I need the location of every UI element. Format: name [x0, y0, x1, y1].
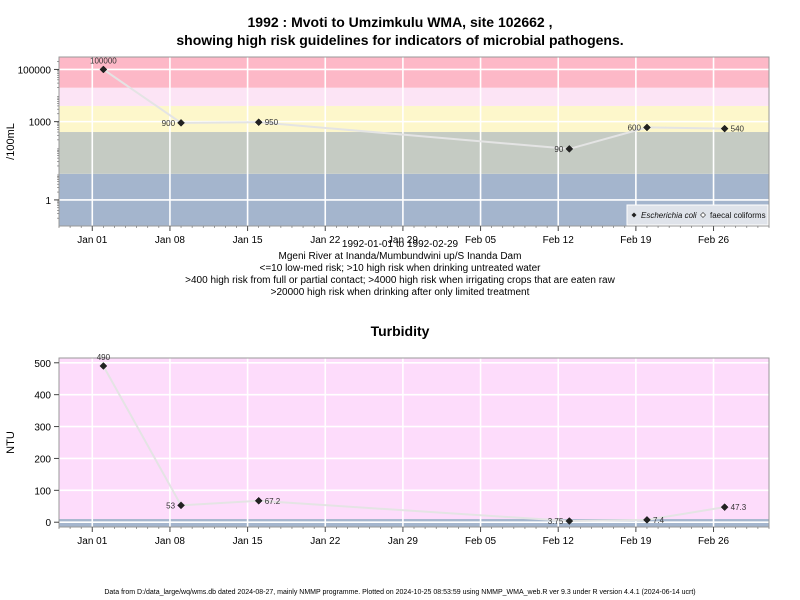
legend-box: [626, 204, 769, 226]
ecoli-data-point-3: [565, 145, 574, 153]
turbidity-y-tick-label-3: 300: [34, 423, 51, 434]
caption-guideline-drinking: <=10 low-med risk; >10 high risk when dr…: [259, 263, 541, 274]
caption-guideline-treatment: >20000 high risk when drinking after onl…: [270, 287, 530, 298]
turbidity-x-tick-label-8: Feb 26: [698, 536, 730, 547]
ecoli-y-tick-label-2: 100000: [18, 65, 52, 76]
turbidity-chart-title: Turbidity: [370, 323, 430, 339]
turbidity-x-tick-label-2: Jan 15: [233, 536, 263, 547]
ecoli-risk-band-4: [59, 57, 769, 88]
ecoli-data-point-1: [177, 118, 185, 127]
ecoli-risk-band-3: [59, 87, 769, 106]
ecoli-data-label-1: 900: [162, 119, 176, 128]
turbidity-data-label-1: 53: [166, 501, 175, 510]
caption-date-range: 1992-01-01 to 1992-02-29: [341, 239, 459, 250]
turbidity-x-tick-label-7: Feb 19: [620, 536, 652, 547]
ecoli-y-axis-label: /100mL: [5, 123, 17, 160]
turbidity-x-tick-label-0: Jan 01: [77, 536, 107, 547]
turbidity-data-point-3: [565, 517, 574, 525]
ecoli-data-label-0: 100000: [90, 56, 117, 65]
ecoli-x-tick-label-6: Feb 12: [543, 235, 575, 246]
chart-title-line1: 1992 : Mvoti to Umzimkulu WMA, site 1026…: [247, 14, 553, 30]
turbidity-y-tick-label-1: 100: [34, 486, 51, 497]
ecoli-x-tick-label-5: Feb 05: [465, 235, 497, 246]
footer-note: Data from D:/data_large/wq/wms.db dated …: [104, 589, 696, 596]
turbidity-y-tick-label-5: 500: [34, 359, 51, 370]
turbidity-data-point-4: [643, 516, 651, 524]
turbidity-y-tick-label-4: 400: [34, 391, 51, 402]
turbidity-data-label-5: 47.3: [731, 503, 747, 512]
ecoli-data-point-5: [720, 124, 729, 133]
ecoli-data-point-0: [99, 65, 108, 74]
ecoli-data-label-2: 950: [265, 118, 279, 127]
ecoli-data-label-3: 90: [554, 145, 563, 154]
ecoli-data-point-2: [254, 118, 263, 127]
ecoli-x-tick-label-0: Jan 01: [77, 235, 107, 246]
turbidity-data-label-4: 7.4: [653, 516, 665, 525]
ecoli-x-tick-label-2: Jan 15: [233, 235, 263, 246]
turbidity-data-point-5: [720, 503, 729, 511]
turbidity-y-tick-label-2: 200: [34, 454, 51, 465]
caption-site-name: Mgeni River at Inanda/Mumbundwini up/S I…: [278, 251, 522, 262]
ecoli-x-tick-label-7: Feb 19: [620, 235, 652, 246]
legend-marker-0: [631, 212, 637, 218]
turbidity-series-line: [102, 365, 725, 523]
turbidity-y-tick-label-0: 0: [45, 518, 51, 529]
turbidity-data-point-2: [254, 496, 263, 505]
turbidity-x-tick-label-4: Jan 29: [388, 536, 418, 547]
ecoli-x-tick-label-3: Jan 22: [310, 235, 340, 246]
ecoli-x-tick-label-8: Feb 26: [698, 235, 730, 246]
turbidity-data-label-0: 490: [97, 353, 111, 362]
legend-marker-1: [700, 212, 706, 218]
turbidity-x-tick-label-6: Feb 12: [543, 536, 575, 547]
ecoli-risk-band-1: [59, 132, 769, 174]
turbidity-x-tick-label-5: Feb 05: [465, 536, 497, 547]
ecoli-y-tick-label-1: 1000: [29, 118, 52, 129]
ecoli-y-tick-label-0: 1: [45, 196, 51, 207]
ecoli-x-tick-label-4: Jan 29: [388, 235, 418, 246]
turbidity-data-point-1: [177, 501, 185, 510]
turbidity-data-point-0: [99, 362, 108, 370]
ecoli-series-line: [102, 68, 725, 150]
caption-guideline-contact: >400 high risk from full or partial cont…: [185, 275, 615, 286]
ecoli-x-tick-label-1: Jan 08: [155, 235, 185, 246]
legend-label-1: faecal coliforms: [710, 211, 766, 220]
turbidity-y-axis-label: NTU: [5, 431, 17, 454]
turbidity-data-label-3: 3.75: [548, 517, 564, 526]
turbidity-risk-band-1: [59, 358, 769, 520]
legend-label-0: Escherichia coli: [641, 211, 697, 220]
ecoli-data-label-4: 600: [628, 123, 642, 132]
turbidity-x-tick-label-1: Jan 08: [155, 536, 185, 547]
ecoli-data-label-5: 540: [731, 125, 745, 134]
ecoli-data-point-4: [643, 123, 651, 132]
turbidity-x-tick-label-3: Jan 22: [310, 536, 340, 547]
turbidity-data-label-2: 67.2: [265, 497, 281, 506]
chart-title-line2: showing high risk guidelines for indicat…: [176, 32, 624, 48]
